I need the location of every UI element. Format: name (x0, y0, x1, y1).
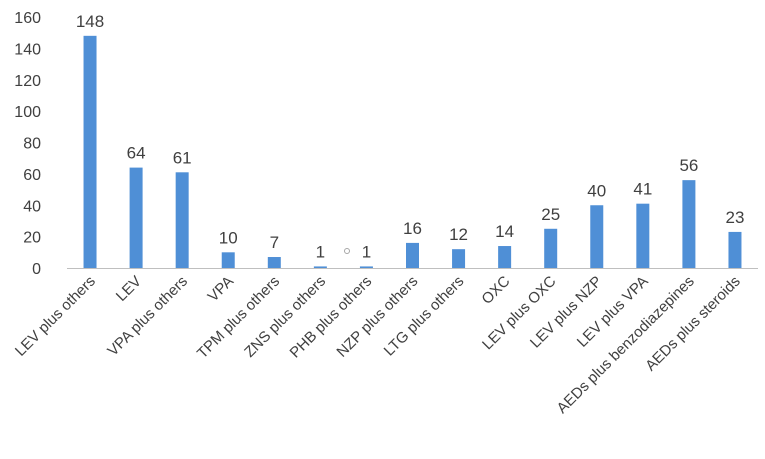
x-tick-label: TPM plus others (194, 273, 283, 362)
bar (682, 180, 696, 268)
y-tick-label: 160 (14, 10, 41, 27)
x-tick-label: ZNS plus others (241, 273, 329, 361)
data-label: 41 (633, 180, 652, 199)
data-label: 56 (679, 156, 698, 175)
bar (636, 203, 650, 268)
bar (728, 231, 742, 268)
bar (544, 228, 558, 268)
bar (590, 205, 604, 268)
y-tick-label: 80 (23, 136, 41, 153)
x-tick-label: NZP plus others (333, 273, 421, 361)
data-label: 148 (76, 12, 104, 31)
bar (129, 167, 143, 268)
x-tick-label: VPA (205, 273, 237, 305)
y-tick-label: 60 (23, 167, 41, 184)
data-label: 40 (587, 181, 606, 200)
data-labels: 148 64 61 10 7 1 1 16 12 14 25 40 41 56 23 (76, 12, 745, 262)
bar (359, 266, 373, 268)
data-label: 14 (495, 222, 514, 241)
x-tick-label: VPA plus others (104, 273, 191, 360)
y-tick-label: 120 (14, 73, 41, 90)
data-label: 10 (219, 228, 238, 247)
bar (267, 257, 281, 268)
bar (221, 252, 235, 268)
bar (498, 246, 512, 268)
data-label: 16 (403, 219, 422, 238)
data-label: 1 (362, 242, 371, 261)
x-tick-label: LEV plus others (12, 273, 99, 360)
bars (83, 35, 742, 269)
y-tick-label: 20 (23, 230, 41, 247)
bar (452, 249, 466, 268)
y-tick-label: 0 (32, 261, 41, 278)
bar (83, 35, 97, 269)
data-label: 7 (270, 233, 279, 252)
y-tick-label: 140 (14, 41, 41, 58)
data-label: 25 (541, 205, 560, 224)
bar (175, 172, 189, 268)
data-label: 23 (726, 208, 745, 227)
y-tick-label: 100 (14, 104, 41, 121)
y-axis: 0 20 40 60 80 100 120 140 160 (14, 10, 41, 278)
x-tick-label: LEV (113, 273, 145, 305)
data-label: 12 (449, 225, 468, 244)
x-tick-label: LTG plus others (381, 273, 468, 360)
y-tick-label: 40 (23, 198, 41, 215)
data-label: 1 (316, 242, 325, 261)
data-label: 64 (127, 144, 146, 163)
bar (406, 242, 419, 268)
x-tick-label: PHB plus others (287, 273, 376, 362)
stray-marker (344, 248, 350, 254)
data-label: 61 (173, 148, 192, 167)
bar (313, 266, 327, 268)
x-tick-label: OXC (478, 273, 513, 308)
